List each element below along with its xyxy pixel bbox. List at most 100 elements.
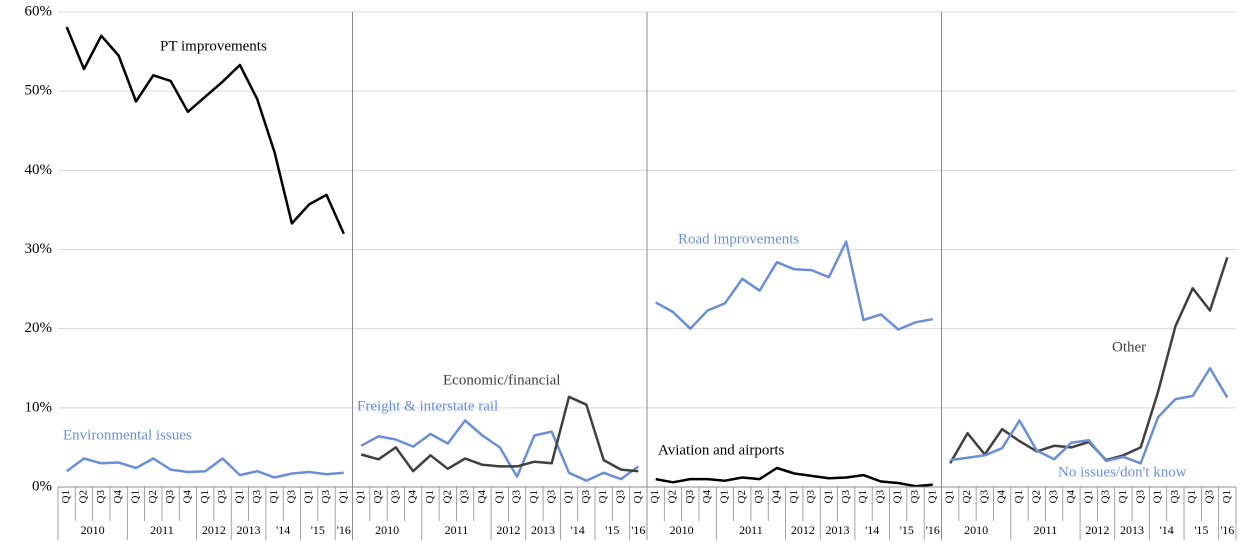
group-label: 2012 [791, 523, 815, 537]
x-tick-label: Q1 [892, 490, 904, 503]
x-tick-label: Q1 [1221, 490, 1233, 503]
group-label: 2010 [670, 523, 694, 537]
group-label: '14 [571, 523, 585, 537]
x-tick-label: Q1 [1186, 490, 1198, 503]
x-tick-label: Q3 [95, 490, 107, 504]
x-tick-label: Q1 [718, 490, 730, 503]
x-tick-label: Q3 [164, 490, 176, 504]
x-tick-label: Q3 [805, 490, 817, 504]
x-tick-label: Q1 [822, 490, 834, 503]
series-line [655, 466, 933, 488]
x-tick-label: Q3 [1134, 490, 1146, 504]
series-label: Other [1112, 339, 1146, 355]
series-line [360, 395, 639, 473]
series-line [949, 257, 1229, 464]
x-tick-label: Q1 [129, 490, 141, 503]
x-tick-label: Q3 [684, 490, 696, 504]
series-label: Road improvements [678, 231, 799, 247]
x-tick-label: Q2 [961, 490, 973, 503]
series-line [950, 367, 1229, 465]
x-tick-label: Q1 [563, 490, 575, 503]
x-tick-label: Q4 [181, 490, 193, 504]
series-line [655, 240, 934, 331]
series-line [360, 419, 640, 482]
x-tick-label: Q2 [372, 490, 384, 503]
x-tick-label: Q3 [909, 490, 921, 504]
x-tick-label: Q1 [528, 490, 540, 503]
x-tick-label: Q3 [615, 490, 627, 504]
group-label: '16 [337, 523, 351, 537]
x-tick-label: Q1 [233, 490, 245, 503]
group-label: 2011 [739, 523, 763, 537]
x-tick-label: Q1 [493, 490, 505, 503]
x-tick-label: Q3 [1204, 490, 1216, 504]
x-tick-label: Q1 [424, 490, 436, 503]
x-tick-label: Q1 [1082, 490, 1094, 503]
x-tick-label: Q1 [632, 490, 644, 503]
group-label: 2013 [826, 523, 850, 537]
x-tick-label: Q3 [389, 490, 401, 504]
x-tick-label: Q1 [857, 490, 869, 503]
series-label: Environmental issues [63, 427, 192, 443]
x-tick-label: Q2 [78, 490, 90, 503]
x-tick-label: Q3 [978, 490, 990, 504]
series-label: Freight & interstate rail [357, 398, 498, 414]
x-tick-label: Q1 [60, 490, 72, 503]
y-tick-label: 10% [25, 399, 53, 415]
group-label: 2013 [237, 523, 261, 537]
x-tick-label: Q3 [1100, 490, 1112, 504]
x-tick-label: Q3 [320, 490, 332, 504]
group-label: 2010 [81, 523, 105, 537]
x-tick-label: Q4 [770, 490, 782, 504]
x-tick-label: Q1 [199, 490, 211, 503]
x-tick-label: Q2 [1030, 490, 1042, 503]
x-tick-label: Q3 [285, 490, 297, 504]
group-label: '16 [1220, 523, 1234, 537]
y-tick-label: 60% [25, 3, 53, 19]
x-tick-label: Q3 [840, 490, 852, 504]
x-tick-label: Q3 [459, 490, 471, 504]
x-tick-label: Q4 [407, 490, 419, 504]
series-label: PT improvements [160, 38, 267, 54]
x-tick-label: Q3 [511, 490, 523, 504]
group-label: 2013 [531, 523, 555, 537]
x-tick-label: Q4 [701, 490, 713, 504]
series-label: Aviation and airports [658, 442, 785, 458]
y-tick-label: 0% [32, 478, 52, 494]
x-tick-label: Q3 [1169, 490, 1181, 504]
x-tick-label: Q1 [355, 490, 367, 503]
x-tick-label: Q1 [337, 490, 349, 503]
group-label: 2011 [1034, 523, 1058, 537]
x-tick-label: Q4 [996, 490, 1008, 504]
x-tick-label: Q1 [268, 490, 280, 503]
group-label: 2012 [1085, 523, 1109, 537]
x-tick-label: Q2 [441, 490, 453, 503]
y-tick-label: 30% [25, 241, 53, 257]
group-label: '14 [1160, 523, 1174, 537]
x-tick-label: Q4 [112, 490, 124, 504]
x-tick-label: Q3 [753, 490, 765, 504]
x-tick-label: Q3 [216, 490, 228, 504]
group-label: '15 [900, 523, 914, 537]
group-label: 2010 [964, 523, 988, 537]
series-line [65, 457, 344, 479]
group-label: 2010 [375, 523, 399, 537]
series-label: Economic/financial [443, 372, 560, 388]
x-tick-label: Q3 [874, 490, 886, 504]
y-tick-label: 50% [25, 83, 53, 99]
x-tick-label: Q3 [580, 490, 592, 504]
group-label: 2012 [202, 523, 226, 537]
x-tick-label: Q4 [1065, 490, 1077, 504]
x-tick-label: Q1 [1117, 490, 1129, 503]
group-label: '16 [631, 523, 645, 537]
group-label: '15 [311, 523, 325, 537]
group-label: 2012 [496, 523, 520, 537]
x-tick-label: Q1 [1152, 490, 1164, 503]
y-tick-label: 40% [25, 162, 53, 178]
y-tick-label: 20% [25, 320, 53, 336]
x-tick-label: Q1 [788, 490, 800, 503]
x-tick-label: Q2 [736, 490, 748, 503]
series-line [65, 26, 345, 235]
